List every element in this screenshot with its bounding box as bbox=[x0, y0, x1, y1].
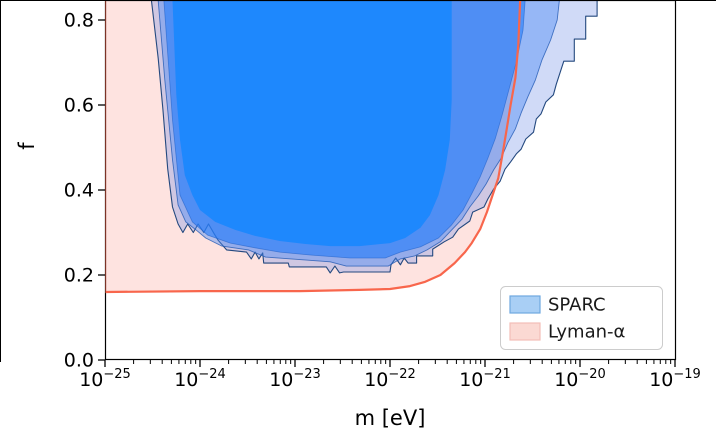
x-tick-label: 10−21 bbox=[459, 367, 511, 391]
legend-swatch-lyman bbox=[509, 322, 541, 341]
y-tick-label: 0.6 bbox=[64, 95, 94, 117]
x-tick-label: 10−22 bbox=[364, 367, 416, 391]
legend[interactable]: SPARC Lyman-α bbox=[500, 286, 663, 350]
plot-regions bbox=[105, 0, 598, 292]
legend-box bbox=[500, 286, 663, 350]
legend-label-sparc: SPARC bbox=[548, 295, 606, 316]
y-tick-label: 0.0 bbox=[64, 350, 94, 372]
y-tick-label: 0.4 bbox=[64, 180, 94, 202]
x-tick-label: 10−25 bbox=[79, 367, 131, 391]
lyman-alpha-curve-layer bbox=[105, 0, 522, 294]
window-frame bbox=[0, 0, 716, 362]
x-tick-label: 10−20 bbox=[554, 367, 606, 391]
legend-label-lyman: Lyman-α bbox=[548, 322, 625, 343]
sparc-region-layer-3 bbox=[172, 0, 452, 247]
x-tick-label: 10−19 bbox=[649, 367, 701, 391]
lyman-alpha-curve bbox=[105, 0, 522, 294]
y-axis-label: f bbox=[15, 142, 39, 150]
x-axis: 10−25 10−24 10−23 10−22 10−21 10−20 10−19 bbox=[79, 360, 701, 391]
x-axis-label: m [eV] bbox=[355, 406, 426, 430]
x-tick-label: 10−23 bbox=[269, 367, 321, 391]
x-tick-label: 10−24 bbox=[174, 367, 226, 391]
y-axis: 0.0 0.2 0.4 0.6 0.8 bbox=[64, 10, 105, 372]
legend-swatch-sparc bbox=[509, 295, 541, 314]
y-tick-label: 0.8 bbox=[64, 10, 94, 32]
y-tick-label: 0.2 bbox=[64, 265, 94, 287]
